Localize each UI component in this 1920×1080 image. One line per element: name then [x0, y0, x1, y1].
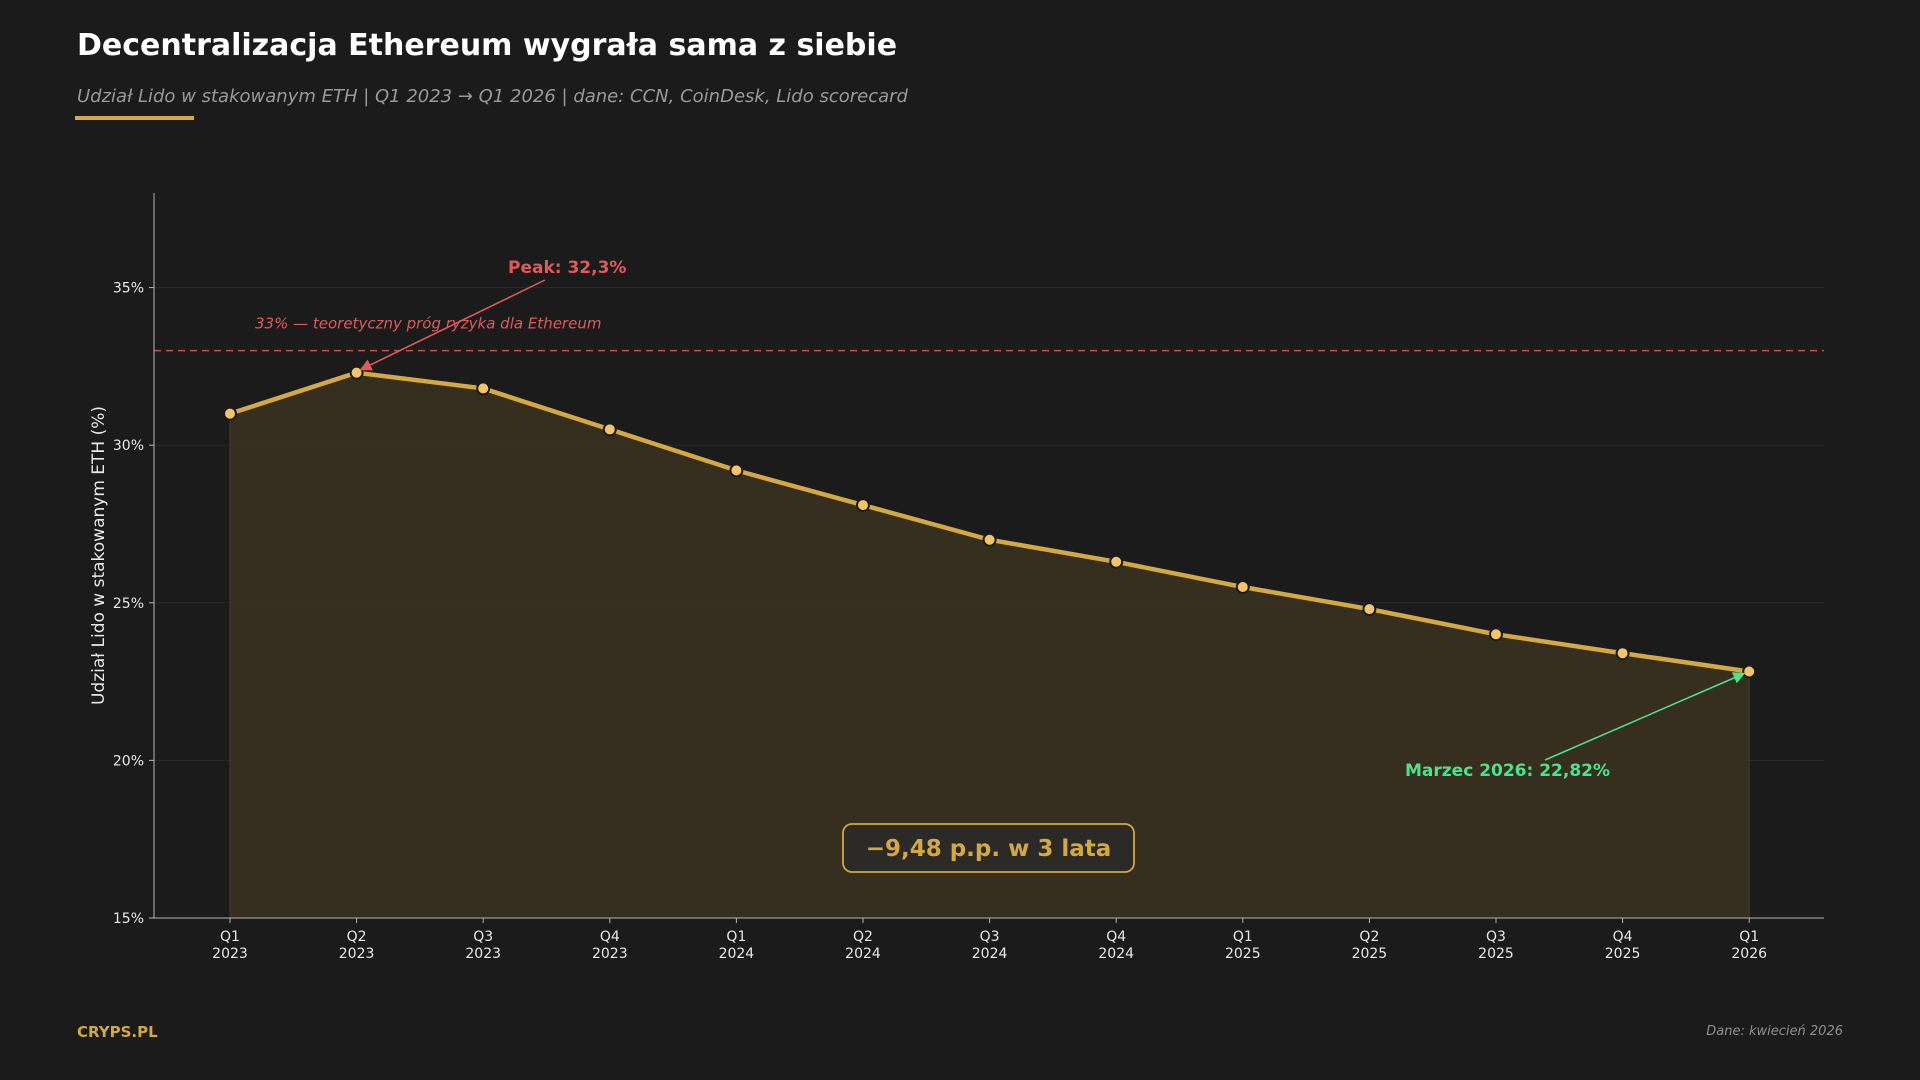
x-tick-label: 2023 — [465, 946, 501, 962]
peak-arrow — [359, 279, 546, 371]
data-point — [223, 406, 237, 421]
latest-arrow — [1544, 672, 1746, 761]
data-point — [1109, 554, 1124, 569]
x-tick-label: Q2 — [853, 929, 873, 945]
data-point — [729, 463, 744, 478]
data-point — [1362, 602, 1377, 617]
chart-title: Decentralizacja Ethereum wygrała sama z … — [77, 28, 898, 63]
x-tick-label: Q4 — [1106, 929, 1126, 945]
x-tick-label: 2025 — [1605, 946, 1641, 962]
data-point — [982, 532, 997, 547]
x-tick-label: 2024 — [845, 946, 881, 962]
y-tick-label: 25% — [113, 596, 144, 612]
y-axis-title: Udział Lido w stakowanym ETH (%) — [89, 406, 109, 705]
x-tick-label: 2026 — [1731, 946, 1767, 962]
y-tick-label: 20% — [113, 753, 144, 769]
y-tick-label: 35% — [113, 281, 144, 297]
x-tick-label: 2023 — [339, 946, 375, 962]
x-tick-label: 2025 — [1478, 946, 1514, 962]
x-tick-label: Q4 — [600, 929, 620, 945]
x-tick-label: Q2 — [1359, 929, 1379, 945]
x-tick-label: Q3 — [1486, 929, 1506, 945]
data-point — [1489, 627, 1503, 642]
x-tick-label: Q3 — [473, 929, 493, 945]
x-tick-label: Q3 — [980, 929, 1000, 945]
latest-label: Marzec 2026: 22,82% — [1405, 761, 1610, 781]
x-tick-label: 2024 — [719, 946, 755, 962]
data-point — [349, 365, 364, 380]
threshold-label: 33% — teoretyczny próg ryzyka dla Ethere… — [255, 315, 601, 333]
data-point — [1615, 646, 1630, 661]
x-tick-label: Q4 — [1613, 929, 1633, 945]
data-point — [476, 381, 491, 396]
data-point — [1235, 580, 1250, 595]
x-tick-label: Q1 — [1739, 929, 1759, 945]
x-tick-label: Q2 — [347, 929, 367, 945]
brand-logo-text: CRYPS.PL — [77, 1023, 158, 1041]
x-tick-label: 2025 — [1225, 946, 1261, 962]
peak-label: Peak: 32,3% — [508, 258, 626, 278]
data-date-note: Dane: kwiecień 2026 — [1706, 1024, 1843, 1039]
x-tick-label: 2025 — [1352, 946, 1388, 962]
change-callout-label: −9,48 p.p. w 3 lata — [866, 836, 1112, 862]
data-point — [1742, 664, 1757, 679]
x-tick-label: Q1 — [726, 929, 746, 945]
y-tick-label: 15% — [113, 911, 144, 927]
x-tick-label: 2024 — [972, 946, 1008, 962]
x-tick-label: Q1 — [220, 929, 240, 945]
data-point — [856, 498, 870, 513]
x-tick-label: 2023 — [592, 946, 628, 962]
x-tick-label: Q1 — [1233, 929, 1253, 945]
change-callout-box — [842, 823, 1135, 873]
title-accent-line — [75, 116, 194, 120]
x-tick-label: 2023 — [212, 946, 248, 962]
y-tick-label: 30% — [113, 438, 144, 454]
data-point — [602, 422, 617, 437]
x-tick-label: 2024 — [1098, 946, 1134, 962]
chart-subtitle: Udział Lido w stakowanym ETH | Q1 2023 →… — [77, 86, 908, 107]
